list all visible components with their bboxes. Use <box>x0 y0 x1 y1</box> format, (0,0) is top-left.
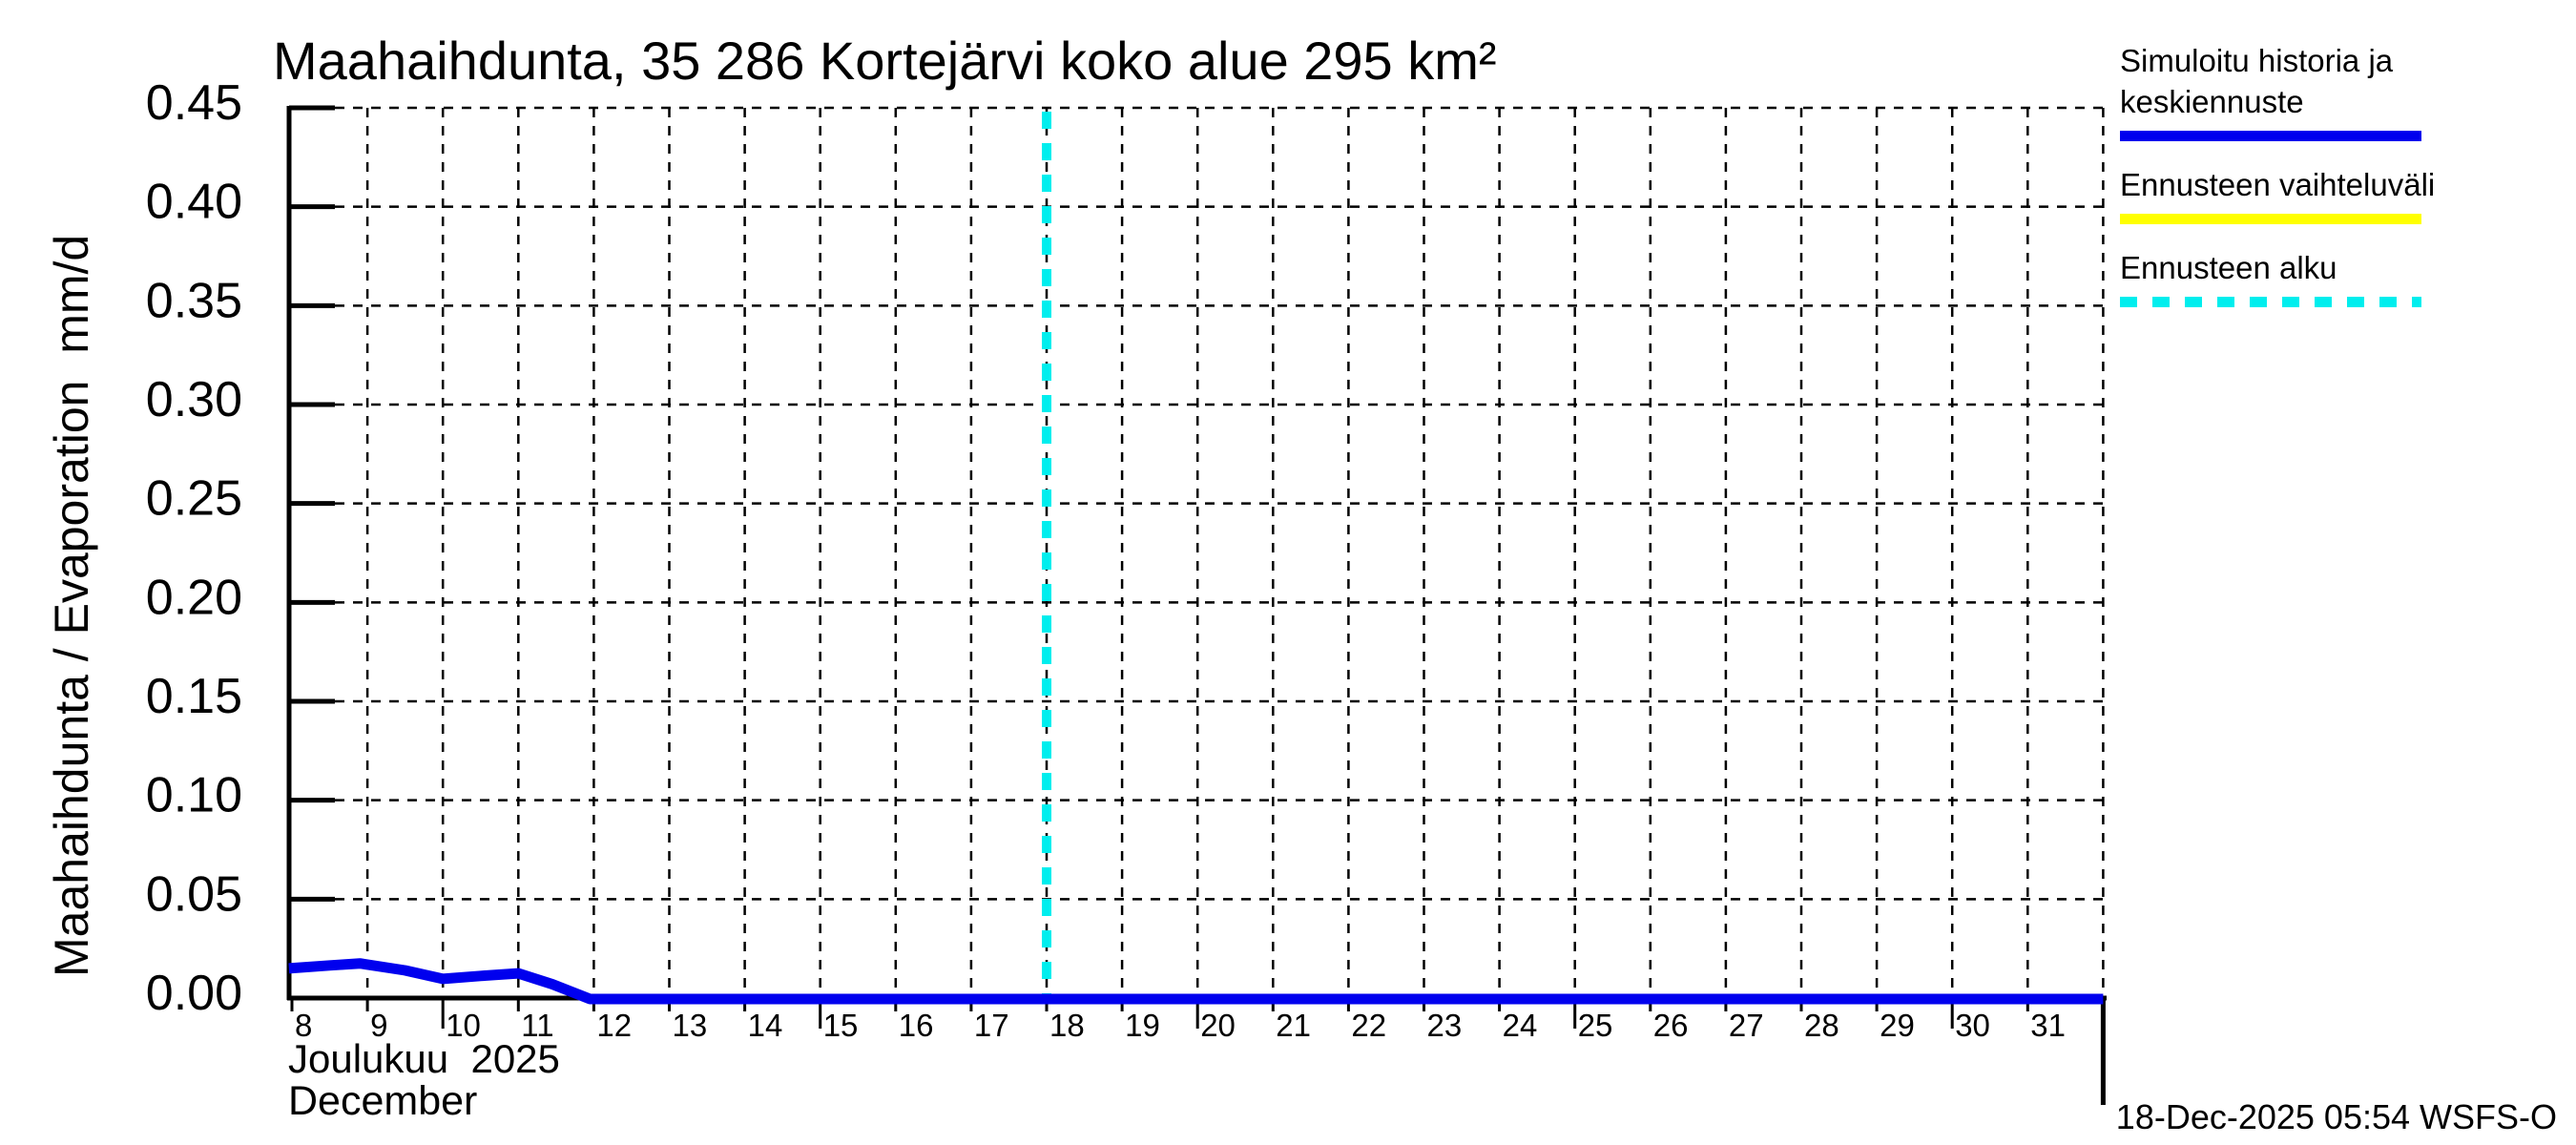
y-tick-label-0.20: 0.20 <box>146 570 242 625</box>
x-tick-label-day-18: 18 <box>1049 1008 1085 1043</box>
x-tick-label-day-29: 29 <box>1880 1008 1915 1043</box>
x-tick-label-day-21: 21 <box>1276 1008 1311 1043</box>
x-tick-label-day-9: 9 <box>370 1008 387 1043</box>
y-tick-label-0.05: 0.05 <box>146 866 242 922</box>
chart-title: Maahaihdunta, 35 286 Kortejärvi koko alu… <box>273 31 1497 91</box>
legend-label-forecast-range: Ennusteen vaihteluväli <box>2120 167 2436 202</box>
y-tick-label-0.00: 0.00 <box>146 966 242 1021</box>
x-tick-label-day-17: 17 <box>974 1008 1009 1043</box>
y-tick-label-0.40: 0.40 <box>146 175 242 230</box>
forecast-start-swatch <box>2120 297 2421 307</box>
x-tick-label-day-24: 24 <box>1503 1008 1538 1043</box>
x-axis-month-label-english: December <box>288 1078 478 1124</box>
history-mean-forecast-line <box>288 958 2104 1005</box>
gridlines <box>335 106 2105 996</box>
x-tick-label-day-28: 28 <box>1804 1008 1839 1043</box>
axis-tick-labels: 0.00 0.05 0.10 0.15 0.20 0.25 0.30 0.35 0.40 0.45… <box>146 75 2066 1043</box>
y-tick-label-0.45: 0.45 <box>146 75 242 131</box>
legend: Simuloitu historia ja keskiennuste Ennus… <box>2120 40 2463 330</box>
x-tick-label-day-19: 19 <box>1125 1008 1160 1043</box>
y-tick-label-0.30: 0.30 <box>146 372 242 427</box>
x-tick-label-day-25: 25 <box>1578 1008 1613 1043</box>
y-tick-label-0.10: 0.10 <box>146 768 242 823</box>
x-tick-label-day-12: 12 <box>596 1008 632 1043</box>
y-tick-label-0.35: 0.35 <box>146 273 242 328</box>
x-tick-label-day-11: 11 <box>521 1008 553 1043</box>
x-tick-label-day-27: 27 <box>1729 1008 1764 1043</box>
x-tick-label-day-13: 13 <box>673 1008 708 1043</box>
timestamp-watermark: 18-Dec-2025 05:54 WSFS-O <box>2115 1097 2557 1136</box>
forecast-range-swatch <box>2120 214 2421 224</box>
x-tick-label-day-16: 16 <box>899 1008 934 1043</box>
legend-item-forecast-start: Ennusteen alku <box>2120 247 2463 307</box>
legend-item-forecast-range: Ennusteen vaihteluväli <box>2120 164 2463 224</box>
axis-ticks <box>289 105 2106 1105</box>
y-tick-label-0.25: 0.25 <box>146 471 242 527</box>
legend-label-forecast-start: Ennusteen alku <box>2120 250 2337 285</box>
history-line-swatch <box>2120 131 2421 141</box>
y-tick-label-0.15: 0.15 <box>146 669 242 724</box>
x-axis-month-label-finnish: Joulukuu 2025 <box>288 1036 560 1081</box>
x-tick-label-day-14: 14 <box>748 1008 783 1043</box>
x-tick-label-day-20: 20 <box>1200 1008 1236 1043</box>
x-tick-label-day-30: 30 <box>1955 1008 1990 1043</box>
x-tick-label-day-31: 31 <box>2030 1008 2066 1043</box>
x-tick-label-day-23: 23 <box>1427 1008 1463 1043</box>
x-tick-label-day-8: 8 <box>295 1008 312 1043</box>
x-tick-label-day-22: 22 <box>1351 1008 1386 1043</box>
x-tick-label-day-15: 15 <box>823 1008 859 1043</box>
legend-item-history: Simuloitu historia ja keskiennuste <box>2120 40 2463 141</box>
x-tick-label-day-10: 10 <box>446 1008 481 1043</box>
legend-label-history: Simuloitu historia ja keskiennuste <box>2120 43 2394 119</box>
x-tick-label-day-26: 26 <box>1653 1008 1689 1043</box>
